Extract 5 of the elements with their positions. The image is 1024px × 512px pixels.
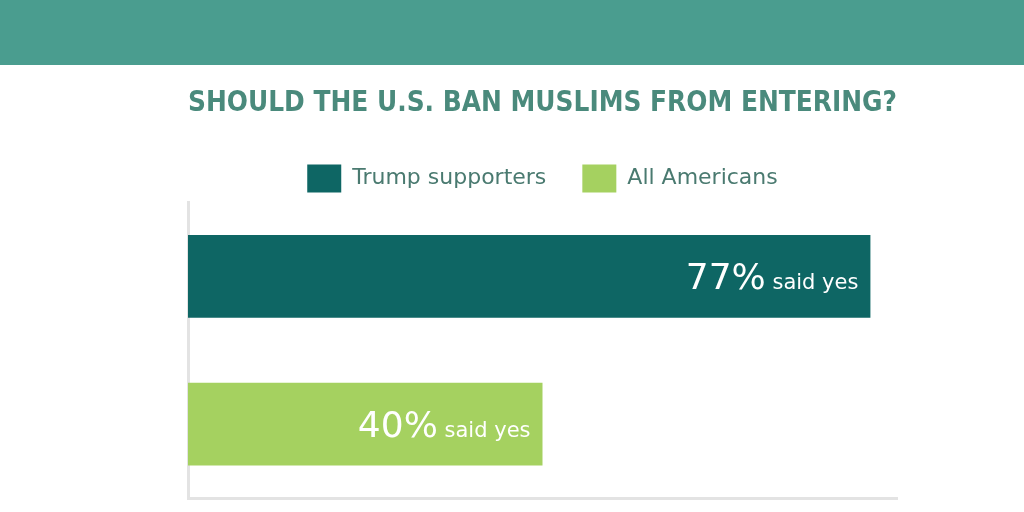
data-label: 77% said yes xyxy=(685,256,859,298)
legend-label: Trump supporters xyxy=(351,164,547,190)
legend-label: All Americans xyxy=(627,164,778,190)
data-label: 40% said yes xyxy=(357,404,531,446)
chart-title: SHOULD THE U.S. BAN MUSLIMS FROM ENTERING? xyxy=(188,84,897,118)
